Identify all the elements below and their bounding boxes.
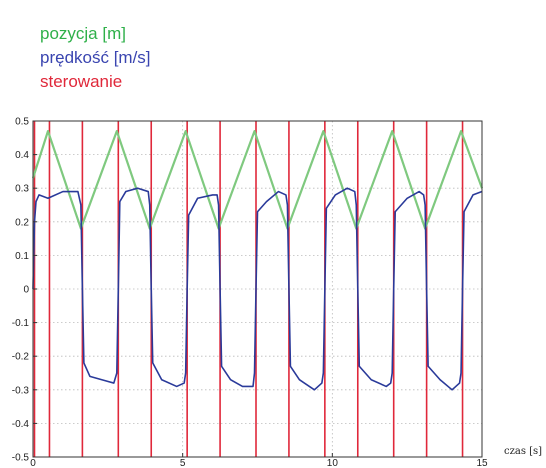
axis-ticks: 0.50.40.30.20.10-0.1-0.2-0.3-0.4-0.5 0 5 10… xyxy=(12,117,488,468)
legend-entry-velocity: prędkość [m/s] xyxy=(40,48,151,67)
y-tick-label: -0.3 xyxy=(12,385,30,396)
y-tick-label: 0.4 xyxy=(15,150,29,161)
y-tick-label: -0.1 xyxy=(12,318,30,329)
y-tick-label: -0.2 xyxy=(12,352,30,363)
x-tick-label: 15 xyxy=(476,458,488,468)
grid-lines xyxy=(32,120,483,458)
y-tick-label: 0 xyxy=(23,285,29,296)
y-tick-label: -0.5 xyxy=(12,453,30,464)
y-tick-label: -0.4 xyxy=(12,419,30,430)
y-tick-label: 0.3 xyxy=(15,184,29,195)
chart-legend: pozycja [m] prędkość [m/s] sterowanie xyxy=(40,22,151,94)
legend-entry-position: pozycja [m] xyxy=(40,24,126,43)
x-tick-label: 5 xyxy=(180,458,186,468)
legend-entry-control: sterowanie xyxy=(40,72,123,91)
x-axis-label: czas [s] xyxy=(504,446,542,457)
x-tick-label: 10 xyxy=(327,458,339,468)
series-layer xyxy=(31,121,484,457)
x-tick-label: 0 xyxy=(30,458,36,468)
y-tick-label: 0.1 xyxy=(15,251,29,262)
y-tick-label: 0.5 xyxy=(15,117,29,128)
velocity-series-line xyxy=(32,187,483,391)
position-series-line xyxy=(31,129,484,230)
y-tick-label: 0.2 xyxy=(15,217,29,228)
